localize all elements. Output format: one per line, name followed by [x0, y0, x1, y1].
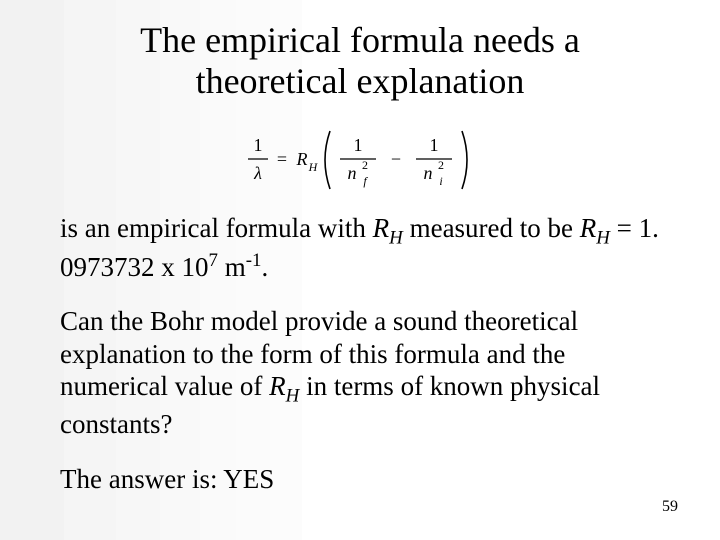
svg-text:λ: λ — [253, 163, 262, 183]
svg-text:n: n — [348, 163, 357, 183]
rh-symbol-2-h: H — [596, 227, 610, 248]
p1-text-e: . — [261, 252, 268, 282]
svg-text:i: i — [439, 174, 442, 188]
rh-symbol-3-r: R — [269, 371, 286, 401]
paragraph-1: is an empirical formula with RH measured… — [60, 212, 660, 283]
page-number: 59 — [662, 498, 678, 516]
svg-text:=: = — [277, 149, 287, 169]
slide-content: The empirical formula needs a theoretica… — [0, 0, 720, 495]
rydberg-formula: 1λ=RH1n2f−1n2i — [60, 121, 660, 204]
paragraph-3: The answer is: YES — [60, 463, 660, 495]
p1-text-a: is an empirical formula with — [60, 213, 373, 243]
svg-text:1: 1 — [430, 135, 439, 155]
slide-title: The empirical formula needs a theoretica… — [60, 20, 660, 103]
rh-symbol-2-r: R — [580, 213, 597, 243]
title-line-2: theoretical explanation — [196, 61, 525, 101]
svg-text:2: 2 — [362, 158, 368, 172]
svg-text:2: 2 — [438, 158, 444, 172]
title-line-1: The empirical formula needs a — [140, 20, 580, 60]
p1-text-b: measured to be — [403, 213, 580, 243]
svg-text:−: − — [391, 149, 401, 169]
svg-text:R: R — [296, 149, 308, 169]
rh-symbol-1-h: H — [389, 227, 403, 248]
svg-text:f: f — [363, 174, 368, 188]
paragraph-2: Can the Bohr model provide a sound theor… — [60, 305, 660, 440]
p1-exp7: 7 — [209, 250, 218, 271]
svg-text:1: 1 — [354, 135, 363, 155]
rh-symbol-1-r: R — [373, 213, 390, 243]
p1-exp-neg1: -1 — [246, 250, 262, 271]
svg-text:n: n — [424, 163, 433, 183]
svg-text:1: 1 — [254, 135, 263, 155]
p3-text: The answer is: YES — [60, 464, 274, 494]
svg-text:H: H — [308, 160, 319, 174]
rh-symbol-3-h: H — [286, 385, 300, 406]
p1-text-d: m — [218, 252, 246, 282]
